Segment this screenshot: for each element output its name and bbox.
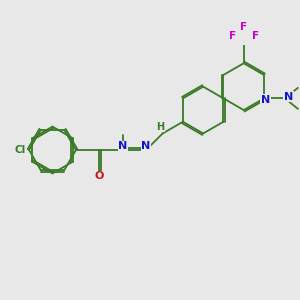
Text: O: O <box>94 172 104 182</box>
Text: N: N <box>284 92 293 102</box>
Text: F: F <box>240 22 247 32</box>
Text: N: N <box>261 95 270 105</box>
Text: N: N <box>142 141 151 151</box>
Text: N: N <box>118 141 127 151</box>
Text: Cl: Cl <box>14 145 26 155</box>
Text: F: F <box>229 31 236 41</box>
Text: H: H <box>156 122 164 132</box>
Text: F: F <box>251 31 259 41</box>
